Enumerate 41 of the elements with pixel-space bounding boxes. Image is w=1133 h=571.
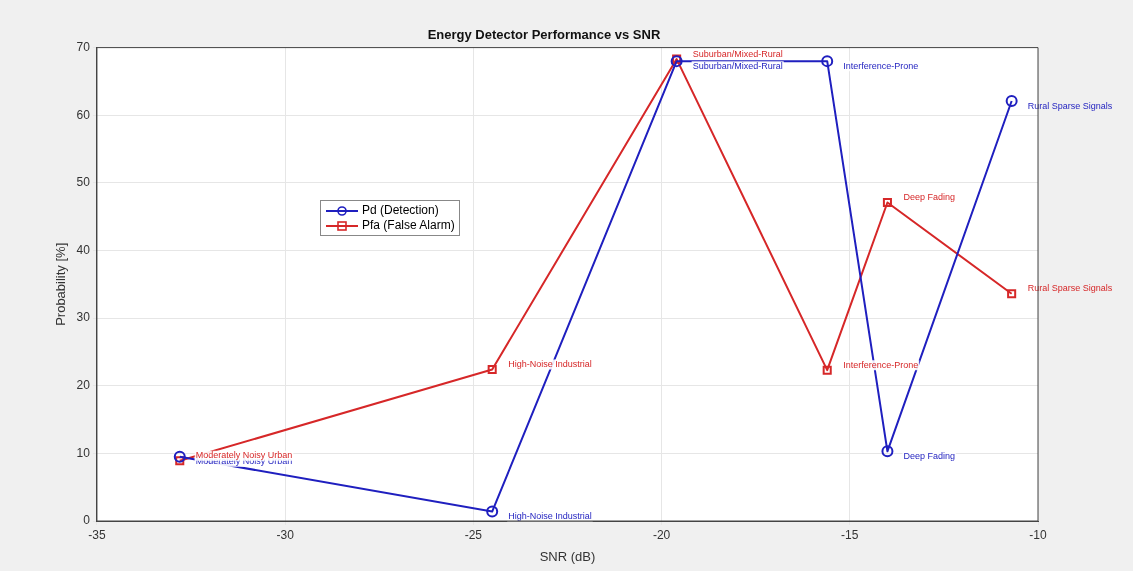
data-label: High-Noise Industrial bbox=[508, 511, 592, 522]
point bbox=[821, 55, 834, 68]
point bbox=[1007, 289, 1017, 299]
x-tick-label: -20 bbox=[652, 527, 671, 542]
data-label: Rural Sparse Signals bbox=[1027, 100, 1113, 111]
point bbox=[487, 364, 497, 375]
x-tick-label: -35 bbox=[88, 527, 106, 542]
y-tick-label: 40 bbox=[76, 242, 91, 257]
data-label: Suburban/Mixed-Rural bbox=[692, 60, 783, 71]
y-tick-label: 10 bbox=[76, 445, 91, 460]
data-label: High-Noise Industrial bbox=[508, 359, 592, 369]
point bbox=[881, 445, 894, 458]
y-tick-label: 70 bbox=[76, 39, 91, 54]
point bbox=[672, 54, 682, 64]
data-label: Deep Fading bbox=[903, 191, 955, 202]
y-axis-title: Probability [%] bbox=[53, 242, 69, 326]
point bbox=[173, 450, 186, 463]
y-tick-label: 0 bbox=[83, 513, 91, 528]
y-tick-label: 60 bbox=[76, 107, 91, 122]
legend-label: Pd (Detection) bbox=[362, 203, 439, 218]
x-tick-label: -15 bbox=[841, 527, 859, 542]
data-label: Rural Sparse Signals bbox=[1027, 283, 1113, 294]
data-label: Interference-Prone bbox=[843, 60, 919, 71]
point bbox=[670, 55, 683, 68]
x-tick-label: -30 bbox=[276, 527, 295, 542]
legend-label: Pfa (False Alarm) bbox=[362, 218, 455, 233]
data-label: Deep Fading bbox=[903, 450, 955, 461]
x-axis-title: SNR (dB) bbox=[539, 548, 596, 564]
point bbox=[822, 365, 832, 375]
point bbox=[486, 505, 499, 518]
y-tick-label: 50 bbox=[76, 175, 91, 190]
point bbox=[1005, 95, 1018, 108]
point bbox=[175, 456, 185, 466]
y-tick-label: 30 bbox=[76, 310, 91, 325]
y-tick-label: 20 bbox=[76, 378, 91, 393]
chart-title: Energy Detector Performance vs SNR bbox=[427, 27, 661, 43]
x-tick-label: -25 bbox=[464, 527, 483, 542]
data-label: Suburban/Mixed-Rural bbox=[692, 48, 783, 59]
x-tick-label: -10 bbox=[1029, 527, 1047, 542]
point bbox=[882, 197, 892, 208]
data-label: Interference-Prone bbox=[843, 359, 919, 370]
